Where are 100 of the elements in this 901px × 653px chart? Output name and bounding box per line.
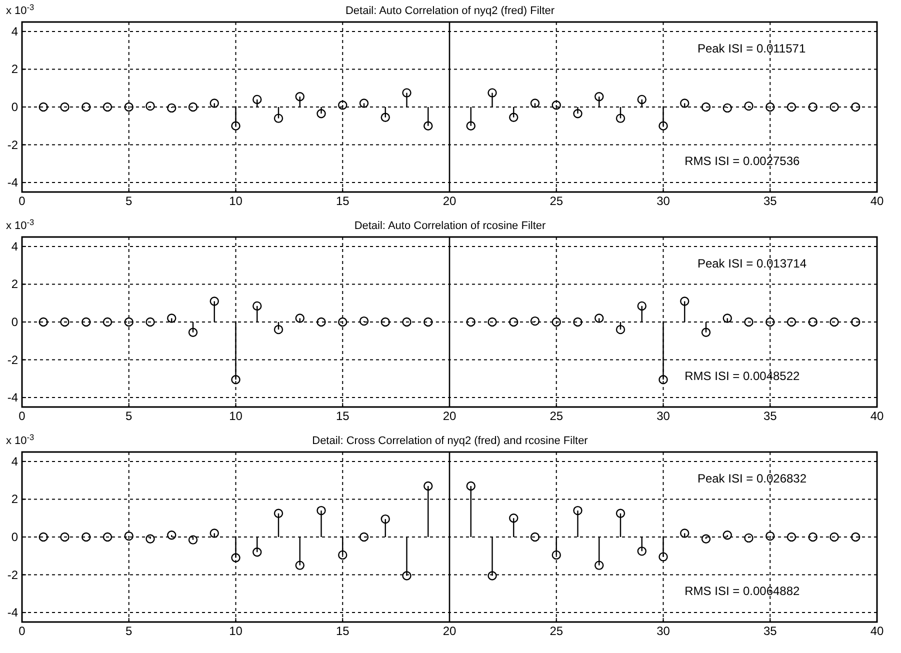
point	[252, 301, 262, 311]
x-tick-label: 35	[763, 624, 778, 638]
text: x 10$^{-3}$	[6, 432, 35, 447]
point	[573, 317, 582, 327]
point	[124, 102, 134, 112]
point	[359, 98, 369, 108]
chart-title: Detail: Auto Correlation of rcosine Filter	[354, 220, 546, 232]
point	[637, 94, 646, 104]
point	[851, 102, 860, 112]
x-tick-label: 15	[336, 409, 350, 423]
point	[424, 317, 433, 327]
x-tick-label: 10	[229, 194, 243, 208]
point	[359, 532, 369, 542]
annotation: Peak ISI = 0.011571	[697, 42, 806, 56]
text: x 10$^{-3}$	[6, 218, 35, 232]
point	[38, 102, 48, 112]
x-tick-label: 25	[550, 409, 564, 423]
point	[488, 88, 497, 98]
point	[167, 530, 176, 540]
point	[851, 317, 860, 327]
point	[701, 328, 711, 337]
x-tick-label: 35	[763, 409, 778, 423]
point	[722, 103, 732, 113]
y-tick-label: -4	[7, 606, 18, 620]
point	[744, 533, 754, 543]
point	[82, 317, 91, 327]
point	[188, 535, 198, 544]
point	[252, 548, 262, 557]
point	[424, 481, 433, 491]
point	[359, 316, 369, 326]
y-tick-label: 2	[11, 62, 18, 76]
annotation: Peak ISI = 0.026832	[697, 472, 807, 486]
point	[380, 112, 390, 122]
point	[295, 314, 304, 323]
chart-title: Detail: Cross Correlation of nyq2 (fred) and rcosine Filter	[312, 435, 588, 447]
point	[60, 102, 70, 112]
point	[102, 532, 112, 542]
point	[786, 102, 796, 112]
point	[466, 481, 476, 491]
point	[701, 102, 711, 112]
point	[402, 88, 412, 98]
point	[530, 532, 540, 542]
point	[210, 98, 219, 108]
point	[573, 109, 582, 118]
point	[509, 112, 518, 122]
annotation: RMS ISI = 0.0048522	[684, 368, 800, 383]
x-tick-label: 25	[550, 624, 564, 638]
y-tick-label: -4	[7, 176, 18, 190]
point	[552, 100, 561, 110]
y-tick-label: 2	[11, 492, 18, 506]
x-tick-label: 15	[336, 194, 350, 208]
y-tick-label: -2	[7, 352, 18, 367]
point	[38, 532, 48, 542]
point	[808, 317, 818, 327]
point	[658, 552, 668, 562]
point	[402, 317, 412, 327]
point	[231, 121, 240, 130]
point	[167, 103, 176, 113]
point	[594, 560, 604, 570]
point	[637, 301, 646, 311]
y-tick-label: 4	[11, 239, 18, 254]
point	[744, 101, 754, 111]
point	[60, 532, 70, 542]
x-tick-label: 35	[763, 194, 778, 208]
point	[616, 508, 626, 518]
point	[786, 532, 796, 542]
x-tick-label: 40	[870, 194, 884, 208]
y-tick-label: 4	[11, 24, 18, 38]
point	[701, 534, 711, 544]
point	[60, 317, 70, 327]
point	[102, 102, 112, 112]
point	[766, 317, 775, 327]
x-tick-label: 10	[229, 409, 243, 423]
point	[316, 506, 326, 516]
x-tick-label: 15	[336, 624, 350, 638]
x-tick-label: 40	[870, 409, 884, 423]
point	[188, 328, 198, 337]
point	[466, 317, 476, 327]
point	[295, 92, 304, 102]
point	[274, 114, 284, 123]
point	[766, 102, 775, 112]
x-tick-label: 20	[442, 624, 456, 638]
y-tick-label: -2	[7, 568, 18, 582]
point	[808, 532, 818, 542]
point	[316, 109, 326, 118]
point	[210, 296, 219, 306]
x-tick-label: 30	[656, 624, 670, 638]
point	[488, 571, 497, 580]
point	[594, 314, 604, 323]
y-tick-label: 4	[11, 454, 18, 468]
point	[402, 571, 412, 580]
point	[167, 314, 176, 323]
y-tick-label: -4	[7, 390, 18, 405]
x-tick-label: 20	[442, 409, 456, 423]
y-tick-label: 0	[11, 100, 18, 114]
y-tick-label: 0	[11, 315, 18, 329]
annotation: Peak ISI = 0.013714	[697, 256, 807, 271]
x-tick-label: 20	[442, 194, 456, 208]
x-tick-label: 5	[126, 409, 133, 423]
point	[231, 375, 240, 384]
